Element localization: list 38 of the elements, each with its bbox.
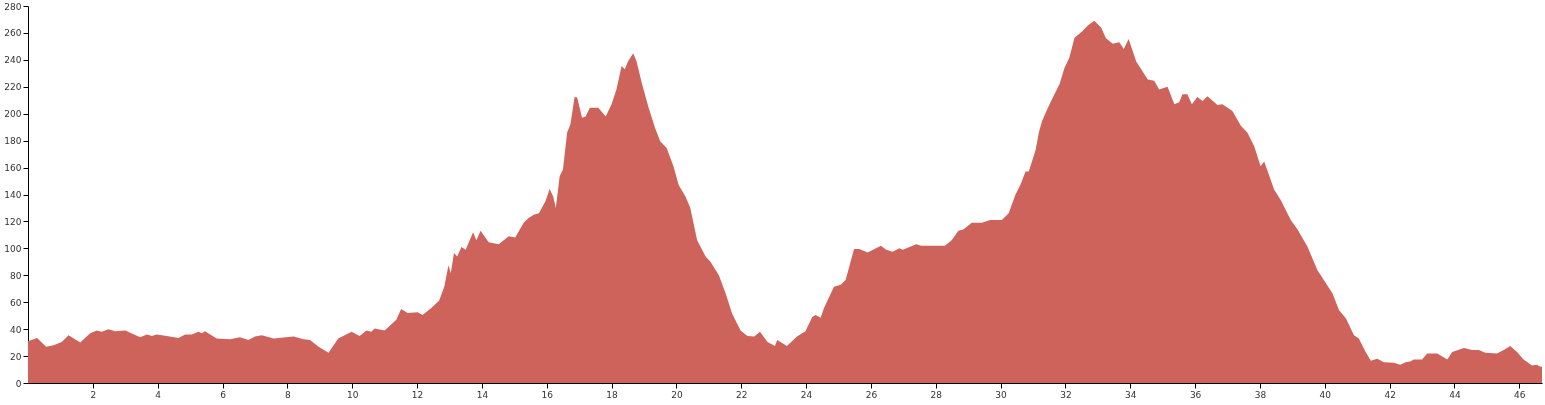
y-tick-label: 260: [4, 28, 22, 39]
x-tick-label: 34: [1125, 389, 1137, 400]
x-tick-label: 46: [1514, 389, 1526, 400]
y-tick-label: 240: [4, 55, 22, 66]
y-tick-label: 140: [4, 190, 22, 200]
x-tick-label: 32: [1060, 389, 1072, 400]
x-tick-label: 6: [220, 389, 227, 400]
x-tick-label: 16: [541, 389, 554, 400]
y-tick-label: 220: [4, 82, 22, 93]
y-tick-label: 280: [4, 1, 22, 12]
y-tick-label: 120: [4, 216, 22, 227]
x-tick-label: 14: [476, 389, 489, 400]
x-tick-label: 24: [800, 389, 813, 400]
x-tick-label: 22: [736, 389, 748, 400]
x-tick-label: 28: [930, 389, 943, 400]
x-tick-label: 20: [671, 389, 683, 400]
x-tick-label: 10: [346, 389, 359, 400]
x-tick-label: 38: [1254, 389, 1267, 400]
y-tick-label: 200: [4, 109, 22, 120]
x-tick-label: 40: [1319, 389, 1332, 400]
x-tick-label: 2: [90, 389, 97, 400]
y-tick-label: 100: [4, 243, 22, 254]
y-tick-label: 80: [10, 270, 22, 281]
y-tick-label: 20: [10, 351, 22, 362]
x-tick-label: 42: [1384, 389, 1396, 400]
x-tick-label: 36: [1189, 389, 1202, 400]
x-tick-label: 18: [606, 389, 619, 400]
y-tick-label: 180: [4, 136, 22, 147]
x-tick-label: 4: [155, 389, 162, 400]
x-tick-label: 12: [411, 389, 424, 400]
y-tick-label: 160: [4, 163, 22, 174]
x-tick-label: 8: [284, 389, 291, 400]
y-tick-label: 40: [10, 324, 22, 335]
y-tick-label: 0: [15, 378, 22, 389]
y-tick-label: 60: [10, 297, 22, 308]
x-tick-label: 26: [865, 389, 878, 400]
x-tick-label: 30: [995, 389, 1008, 400]
x-tick-label: 44: [1449, 389, 1461, 400]
